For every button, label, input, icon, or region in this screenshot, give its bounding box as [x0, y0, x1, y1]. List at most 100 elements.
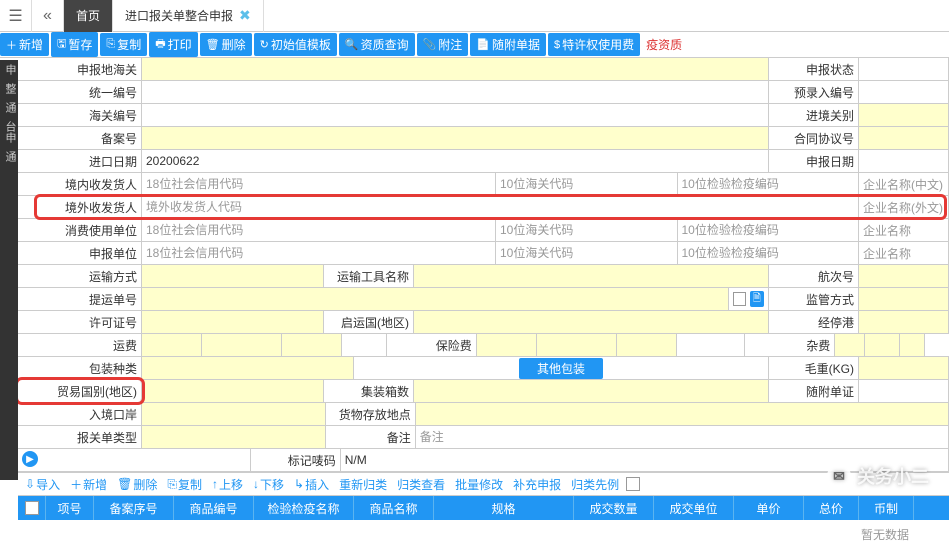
btn-note[interactable]: 📎附注 [417, 33, 469, 56]
fld-ysgjmc[interactable] [414, 265, 769, 287]
btn2-del[interactable]: 🗑删除 [114, 476, 160, 493]
btn-fee[interactable]: $特许权使用费 [548, 33, 640, 56]
fld-jkrq[interactable]: 20200622 [142, 150, 769, 172]
checkbox[interactable] [733, 292, 746, 306]
btn2-precedent[interactable]: 归类先例 [568, 476, 622, 493]
btn2-copy[interactable]: ⎘复制 [164, 476, 205, 493]
fld-ylrbh [859, 81, 949, 103]
fld-xf-credit[interactable] [142, 219, 496, 241]
btn-template[interactable]: ↻初始值模板 [254, 33, 337, 56]
col-jyjymc[interactable]: 检验检疫名称 [254, 496, 354, 520]
checkbox2[interactable] [626, 477, 640, 491]
fld-zf1[interactable] [835, 334, 865, 356]
fld-jw-code[interactable] [142, 196, 859, 218]
btn2-batch[interactable]: 批量修改 [452, 476, 506, 493]
fld-xf-jyjy[interactable] [678, 219, 860, 241]
fld-yf1[interactable] [142, 334, 202, 356]
collapse-icon[interactable]: « [32, 0, 64, 32]
fld-htxyh[interactable] [859, 127, 949, 149]
btn-delete[interactable]: 🗑删除 [200, 33, 252, 56]
fld-sbdhg[interactable] [142, 58, 769, 80]
fld-sb-jyjy[interactable] [678, 242, 860, 264]
nav-item[interactable]: 整 [0, 79, 20, 98]
btn-copy[interactable]: ⎘复制 [100, 33, 147, 56]
fld-hwcfdd[interactable] [416, 403, 949, 425]
lbl-zf: 杂费 [745, 334, 835, 356]
doc-icon[interactable]: 🗎 [750, 291, 764, 307]
btn-add[interactable]: ＋新增 [0, 33, 49, 56]
fld-qyg[interactable] [414, 311, 769, 333]
btn2-supp[interactable]: 补充申报 [510, 476, 564, 493]
header-checkbox[interactable] [25, 501, 39, 515]
btn-attach[interactable]: 📄随附单据 [470, 33, 546, 56]
btn2-reclass[interactable]: 重新归类 [336, 476, 390, 493]
fld-sb-name: 企业名称 [859, 242, 949, 264]
col-cjsl[interactable]: 成交数量 [574, 496, 654, 520]
col-xh[interactable]: 项号 [46, 496, 94, 520]
fld-bxf3[interactable] [617, 334, 677, 356]
fld-jzxs[interactable] [414, 380, 769, 402]
col-gg[interactable]: 规格 [434, 496, 574, 520]
btn-other-pack[interactable]: 其他包装 [519, 358, 603, 379]
fld-bzzl[interactable] [142, 357, 354, 379]
lbl-hch: 航次号 [769, 265, 859, 287]
lbl-bxf: 保险费 [387, 334, 477, 356]
fld-bxf1[interactable] [477, 334, 537, 356]
fld-ysfs[interactable] [142, 265, 324, 287]
btn2-insert[interactable]: ↳插入 [291, 476, 332, 493]
fld-hch[interactable] [859, 265, 949, 287]
fld-xf-hg[interactable] [496, 219, 678, 241]
btn-query[interactable]: 🔍资质查询 [339, 33, 415, 56]
btn-print[interactable]: 🖶打印 [149, 32, 197, 57]
fld-tydh-chk[interactable]: 🗎 [729, 288, 769, 310]
fld-mygb[interactable] [142, 380, 324, 402]
btn2-import[interactable]: ⇩导入 [22, 476, 63, 493]
lbl-bzzl: 包装种类 [18, 357, 142, 379]
close-icon[interactable]: ✖ [239, 7, 251, 24]
fld-xkzh[interactable] [142, 311, 324, 333]
btn2-down[interactable]: ↓下移 [250, 476, 287, 493]
nav-item[interactable]: 通 [0, 98, 20, 117]
fld-jgfs[interactable] [859, 288, 949, 310]
fld-bxf2[interactable] [537, 334, 617, 356]
btn2-add[interactable]: ＋新增 [67, 476, 110, 493]
fld-bgdlx[interactable] [142, 426, 326, 448]
fld-yf2[interactable] [202, 334, 282, 356]
fld-jn-credit[interactable] [142, 173, 496, 195]
tab-home[interactable]: 首页 [64, 0, 113, 32]
expand-icon[interactable]: ▶ [22, 451, 38, 467]
lbl-tybh: 统一编号 [18, 81, 142, 103]
col-bz[interactable]: 币制 [859, 496, 914, 520]
fld-jn-jyjy[interactable] [678, 173, 860, 195]
btn2-up[interactable]: ↑上移 [209, 476, 246, 493]
fld-yf3[interactable] [282, 334, 342, 356]
nav-item[interactable]: 申 [0, 60, 20, 79]
fld-jn-hg[interactable] [496, 173, 678, 195]
hamburger-icon[interactable]: ☰ [0, 0, 32, 32]
col-spmc[interactable]: 商品名称 [354, 496, 434, 520]
fld-jjgb[interactable] [859, 104, 949, 126]
col-baxh[interactable]: 备案序号 [94, 496, 174, 520]
btn2-viewclass[interactable]: 归类查看 [394, 476, 448, 493]
fld-sb-credit[interactable] [142, 242, 496, 264]
btn-save[interactable]: 🖫暂存 [51, 32, 98, 57]
fld-bz[interactable] [416, 426, 949, 448]
toolbar2: ⇩导入 ＋新增 🗑删除 ⎘复制 ↑上移 ↓下移 ↳插入 重新归类 归类查看 批量… [18, 472, 949, 496]
tab-declaration[interactable]: 进口报关单整合申报✖ [113, 0, 264, 32]
col-spbh[interactable]: 商品编号 [174, 496, 254, 520]
fld-rjka[interactable] [142, 403, 326, 425]
nav-item[interactable]: 通 [0, 147, 20, 166]
lbl-sbzt: 申报状态 [769, 58, 859, 80]
fld-xf-name: 企业名称 [859, 219, 949, 241]
fld-bah[interactable] [142, 127, 769, 149]
col-cjdw[interactable]: 成交单位 [654, 496, 734, 520]
nav-item[interactable]: 台申 [0, 117, 20, 147]
fld-sb-hg[interactable] [496, 242, 678, 264]
col-dj[interactable]: 单价 [734, 496, 804, 520]
fld-mz[interactable] [859, 357, 949, 379]
fld-zf2[interactable] [865, 334, 900, 356]
fld-jg[interactable] [859, 311, 949, 333]
fld-tydh[interactable] [142, 288, 729, 310]
col-zj[interactable]: 总价 [804, 496, 859, 520]
fld-zf3[interactable] [900, 334, 925, 356]
